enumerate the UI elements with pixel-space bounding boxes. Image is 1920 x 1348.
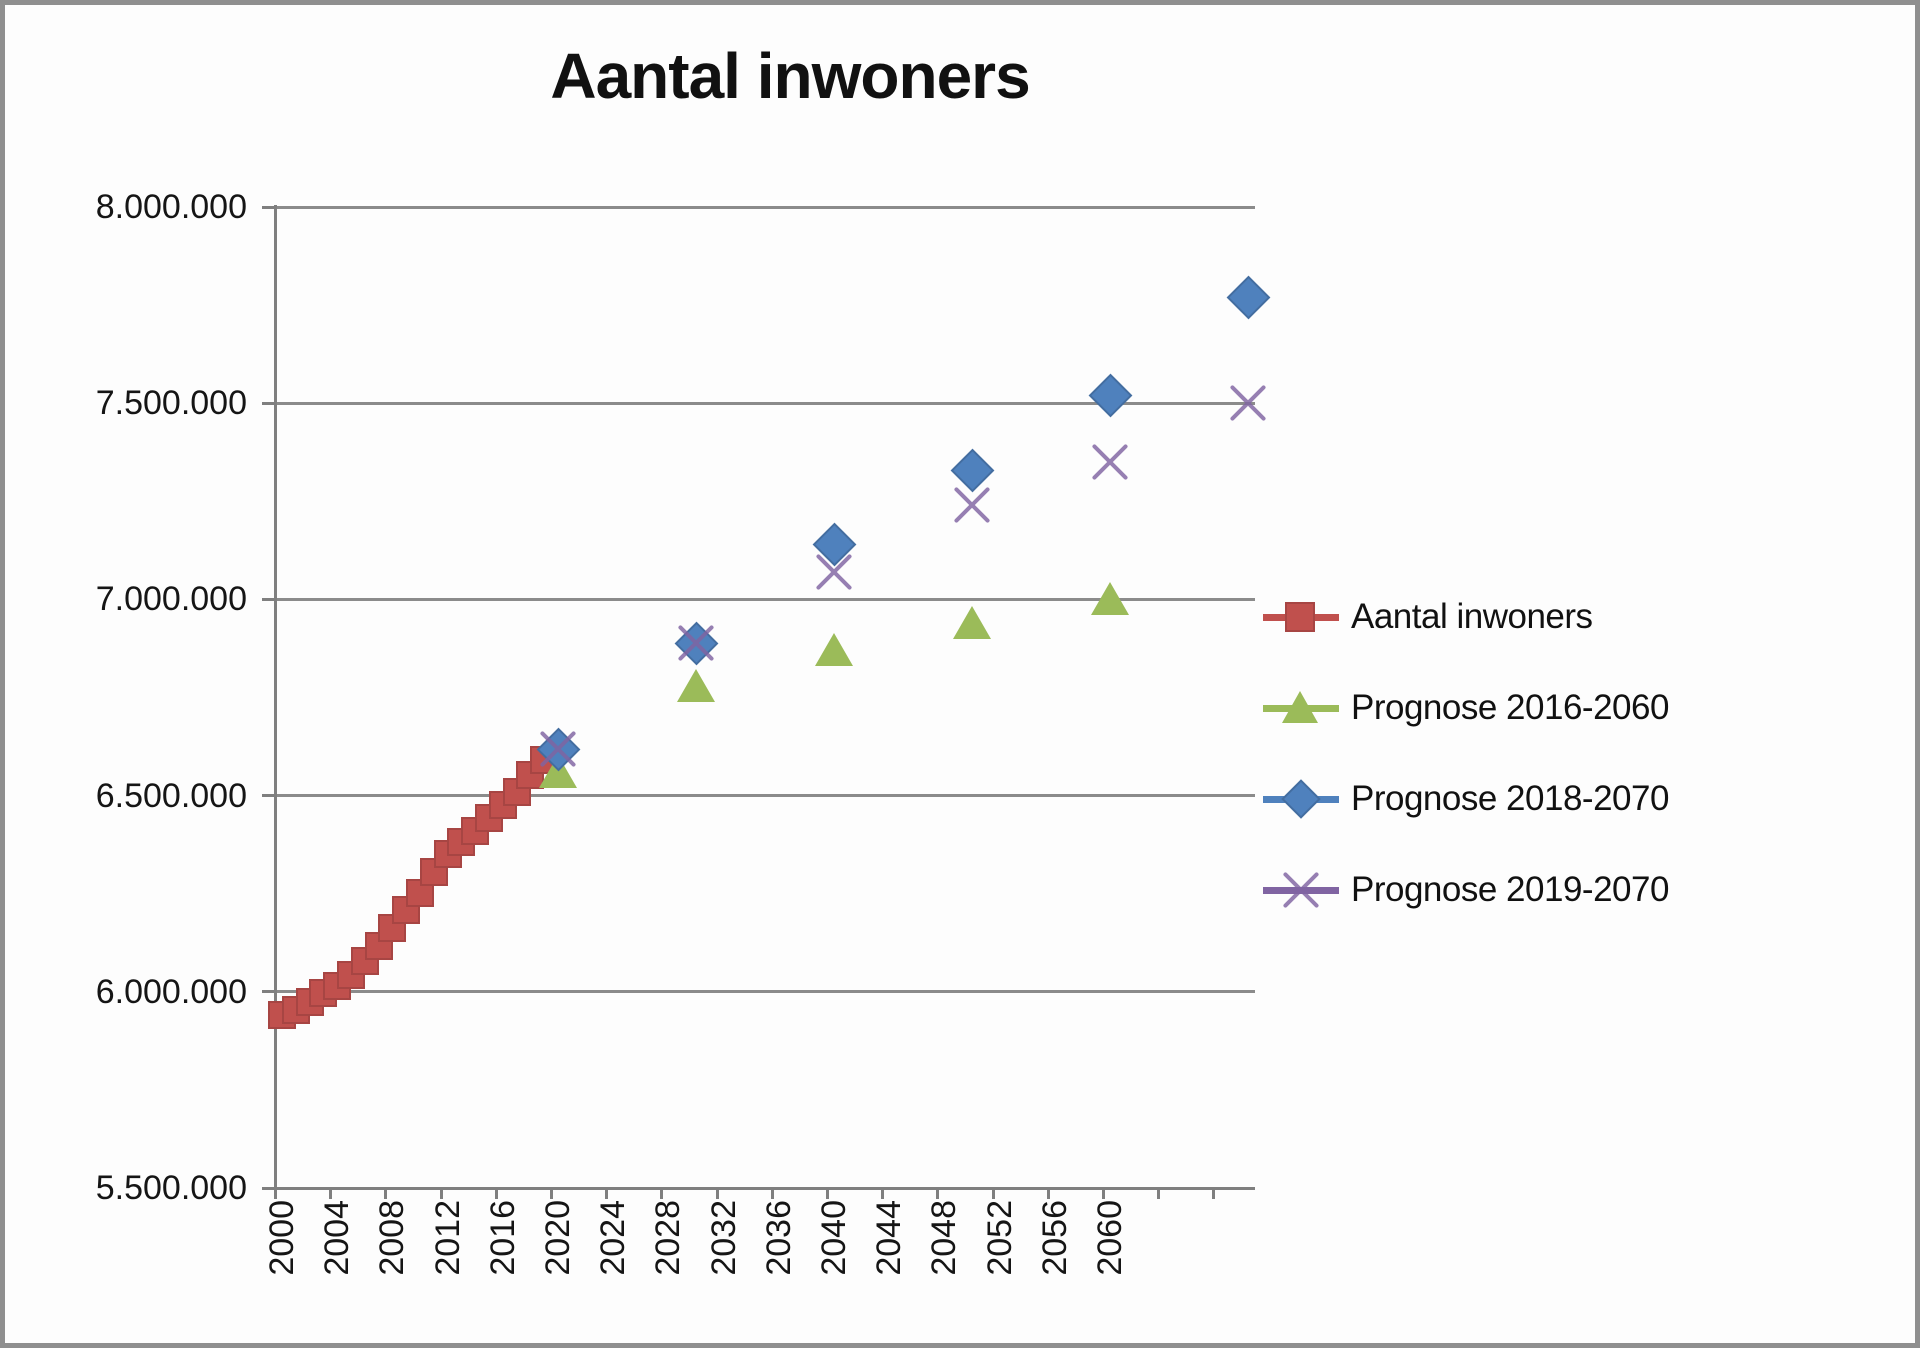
x-axis-tick (936, 1189, 940, 1199)
legend-glyph (1277, 866, 1325, 914)
y-axis-label: 8.000.000 (95, 188, 247, 226)
x-axis-tick (660, 1189, 664, 1199)
gridline (275, 990, 1255, 994)
data-point-x (534, 725, 582, 773)
x-axis-label: 2008 (373, 1200, 412, 1276)
x-axis-tick (605, 1189, 609, 1199)
data-point-triangle (815, 633, 853, 667)
y-axis-label: 6.000.000 (95, 972, 247, 1011)
x-axis-tick (826, 1189, 829, 1199)
x-axis-label: 2020 (539, 1200, 577, 1276)
x-axis-label: 2004 (318, 1200, 357, 1276)
legend-glyph (1282, 690, 1318, 723)
legend-label: Prognose 2019-2070 (1351, 869, 1669, 909)
x-axis-label: 2052 (980, 1200, 1019, 1276)
y-axis-tick (262, 597, 275, 601)
x-axis-label: 2040 (815, 1200, 853, 1276)
x-axis-label: 2028 (649, 1200, 688, 1276)
y-axis-line (274, 205, 277, 1190)
y-axis-tick (262, 1186, 275, 1190)
x-axis-tick (715, 1189, 719, 1199)
y-axis-label: 7.500.000 (95, 384, 247, 423)
legend-marker-triangle-icon (1263, 684, 1343, 732)
chart-title: Aantal inwoners (550, 40, 1030, 112)
x-axis-label: 2032 (704, 1200, 743, 1276)
y-axis-label: 7.000.000 (95, 580, 247, 619)
legend-marker-diamond-icon (1263, 775, 1343, 823)
legend-label: Prognose 2018-2070 (1351, 778, 1669, 818)
x-axis-tick (991, 1189, 995, 1199)
gridline (275, 794, 1255, 798)
x-axis-tick (770, 1189, 774, 1199)
y-axis-tick (262, 401, 275, 405)
x-axis-tick (881, 1189, 885, 1199)
data-point-triangle (677, 668, 715, 702)
x-axis-label: 2000 (263, 1200, 301, 1276)
x-axis-label: 2024 (594, 1200, 633, 1276)
x-axis-tick (1102, 1189, 1105, 1199)
data-point-triangle (953, 605, 991, 639)
legend: Aantal inwoners Prognose 2016-2060 Prognos… (1263, 571, 1669, 935)
x-axis-label: 2044 (870, 1200, 909, 1276)
x-axis-tick (1157, 1189, 1161, 1199)
legend-label: Prognose 2016-2060 (1351, 687, 1669, 727)
x-axis-tick (494, 1189, 498, 1199)
x-axis-label: 2012 (428, 1200, 467, 1276)
legend-item: Prognose 2018-2070 (1263, 753, 1669, 844)
x-axis-tick (1046, 1189, 1050, 1199)
x-axis-label: 2056 (1035, 1200, 1074, 1276)
data-point-x (1224, 379, 1272, 427)
y-axis-tick (262, 990, 275, 994)
data-point-triangle (1091, 582, 1129, 616)
legend-label: Aantal inwoners (1351, 596, 1593, 636)
y-axis-label: 6.500.000 (95, 776, 247, 815)
data-point-x (672, 619, 720, 667)
data-point-x (1086, 438, 1134, 486)
x-axis-tick (550, 1189, 553, 1199)
y-axis-tick (262, 205, 275, 209)
gridline (275, 205, 1255, 209)
legend-glyph (1285, 601, 1315, 632)
x-axis-tick (384, 1189, 388, 1199)
gridline (275, 597, 1255, 601)
legend-item: Prognose 2016-2060 (1263, 662, 1669, 753)
gridline (275, 401, 1255, 405)
x-axis-tick (439, 1189, 443, 1199)
y-axis-tick (262, 794, 275, 798)
x-axis-label: 2060 (1091, 1200, 1129, 1276)
x-axis-line (275, 1186, 1255, 1190)
legend-marker-square-icon (1263, 593, 1343, 641)
y-axis-label: 5.500.000 (95, 1169, 247, 1207)
x-axis-label: 2036 (759, 1200, 798, 1276)
x-axis-tick (329, 1189, 333, 1199)
data-point-x (948, 481, 996, 529)
x-axis-tick (1212, 1189, 1216, 1199)
legend-marker-x-icon (1263, 866, 1343, 914)
legend-glyph (1281, 778, 1321, 819)
x-axis-label: 2016 (483, 1200, 522, 1276)
legend-item: Prognose 2019-2070 (1263, 844, 1669, 935)
x-axis-label: 2048 (925, 1200, 964, 1276)
data-point-x (810, 548, 858, 596)
data-point-diamond (1226, 275, 1271, 320)
legend-item: Aantal inwoners (1263, 571, 1669, 662)
data-point-diamond (1088, 373, 1133, 418)
x-axis-tick (274, 1189, 277, 1199)
